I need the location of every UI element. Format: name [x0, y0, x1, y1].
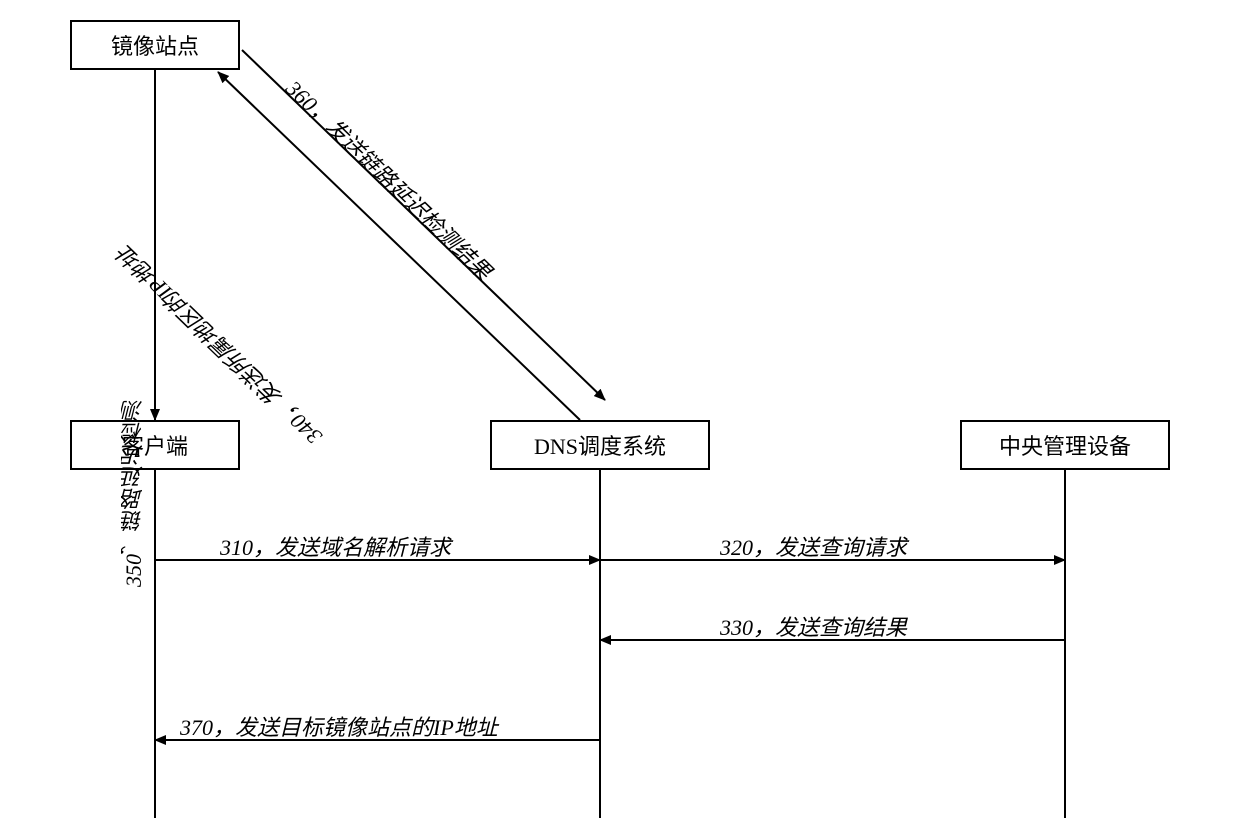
label-370: 370，发送目标镜像站点的IP地址: [180, 710, 498, 742]
arrow-340: [218, 72, 580, 420]
label-310: 310，发送域名解析请求: [220, 530, 451, 562]
label-320: 320，发送查询请求: [720, 530, 907, 562]
arrows-layer: [0, 0, 1240, 818]
label-350: 350，链路延迟检测: [118, 400, 150, 587]
label-330: 330，发送查询结果: [720, 610, 907, 642]
